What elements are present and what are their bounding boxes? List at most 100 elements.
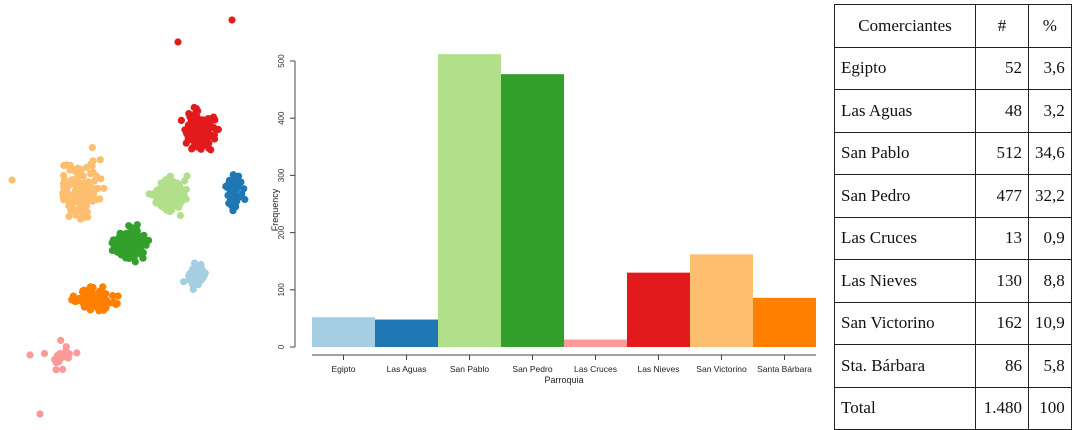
bar-chart-svg: 0 100 200 300 400 500 Frequency Egipto Las Aguas… (270, 54, 816, 385)
header-count: # (975, 4, 1029, 48)
x-tick-label: Egipto (331, 364, 355, 374)
table-row: Las Nieves 130 8,8 (834, 259, 1072, 303)
scatter-point (241, 195, 249, 204)
scatter-point (85, 189, 93, 197)
scatter-point (84, 182, 92, 191)
scatter-point (83, 163, 91, 171)
y-tick-label: 400 (277, 111, 286, 125)
table-row: Las Cruces 13 0,9 (834, 216, 1072, 260)
scatter-point (176, 190, 185, 198)
scatter-point (70, 166, 78, 174)
scatter-point (201, 269, 209, 277)
scatter-point (72, 211, 80, 219)
scatter-point (139, 249, 147, 257)
table-row-total: Total 1.480 100 (834, 386, 1072, 430)
scatter-point (189, 136, 197, 144)
scatter-point (205, 139, 213, 147)
row-name: San Victorino (834, 301, 976, 345)
total-count: 1.480 (975, 386, 1029, 430)
y-tick-label: 200 (277, 225, 286, 239)
x-tick-label: Las Nieves (637, 364, 679, 374)
scatter-point (109, 292, 117, 300)
x-tick-label: San Pedro (512, 364, 552, 374)
scatter-point (132, 242, 140, 250)
scatter-point (60, 171, 68, 180)
bar-las-nieves (627, 272, 690, 347)
y-tick-label: 0 (277, 344, 286, 349)
scatter-point (190, 269, 198, 277)
scatter-point (79, 203, 87, 211)
row-percent: 3,6 (1028, 46, 1072, 90)
scatter-point (65, 350, 73, 358)
scatter-point (62, 343, 70, 351)
scatter-point (84, 195, 92, 203)
scatter-point (190, 103, 198, 112)
scatter-point (189, 143, 197, 152)
bar-san-pablo (438, 54, 501, 348)
scatter-point (52, 366, 60, 374)
row-count: 162 (975, 301, 1029, 345)
row-name: Las Aguas (834, 89, 976, 133)
row-name: Egipto (834, 46, 976, 90)
row-name: Sta. Bárbara (834, 344, 976, 388)
scatter-point (88, 144, 96, 152)
total-label: Total (834, 386, 976, 430)
scatter-point (160, 186, 168, 194)
scatter-point (36, 410, 44, 418)
scatter-point (161, 176, 170, 184)
scatter-point (90, 177, 99, 185)
scatter-point (64, 182, 72, 190)
table-row: San Victorino 162 10,9 (834, 301, 1072, 345)
scatter-point (222, 182, 230, 190)
scatter-point (75, 188, 83, 196)
scatter-point (228, 16, 236, 24)
table-row: San Pablo 512 34,6 (834, 131, 1072, 175)
scatter-point (59, 365, 67, 373)
scatter-point (225, 199, 233, 207)
scatter-point (40, 349, 49, 358)
scatter-point (199, 129, 207, 137)
row-percent: 32,2 (1028, 174, 1072, 218)
scatter-point (119, 241, 127, 249)
scatter-point (210, 131, 218, 139)
row-count: 512 (975, 131, 1029, 175)
table-header-row: Comerciantes # % (834, 4, 1072, 48)
scatter-point (163, 201, 171, 210)
scatter-point (101, 302, 109, 310)
scatter-point (168, 186, 176, 194)
scatter-point (194, 115, 203, 124)
scatter-point (114, 292, 122, 300)
scatter-point (137, 232, 145, 241)
scatter-point (26, 351, 34, 359)
scatter-point (100, 184, 108, 192)
scatter-point (173, 199, 181, 208)
table-row: Egipto 52 3,6 (834, 46, 1072, 90)
scatter-point (8, 176, 16, 184)
scatter-point (182, 139, 190, 147)
x-tick-label: San Pablo (450, 364, 489, 374)
scatter-point (184, 126, 192, 135)
scatter-point (176, 211, 184, 220)
row-name: Las Cruces (834, 216, 976, 260)
row-name: San Pablo (834, 131, 976, 175)
scatter-point (96, 195, 104, 203)
scatter-point (78, 214, 86, 222)
header-comerciantes: Comerciantes (834, 4, 976, 48)
scatter-point (60, 196, 68, 204)
scatter-point (86, 283, 95, 291)
scatter-point (209, 113, 218, 121)
scatter-point (228, 186, 236, 194)
scatter-point (204, 134, 212, 142)
row-name: Las Nieves (834, 259, 976, 303)
scatter-point (69, 292, 77, 300)
table-row: Sta. Bárbara 86 5,8 (834, 344, 1072, 388)
scatter-point (108, 239, 116, 247)
table-row: San Pedro 477 32,2 (834, 174, 1072, 218)
x-tick-label: Las Aguas (387, 364, 427, 374)
merchants-table-panel: Comerciantes # % Egipto 52 3,6 Las Aguas… (834, 4, 1074, 430)
scatter-point (182, 195, 190, 203)
scatter-point (159, 196, 167, 204)
scatter-point (115, 233, 123, 241)
row-percent: 8,8 (1028, 259, 1072, 303)
scatter-point (52, 358, 60, 367)
